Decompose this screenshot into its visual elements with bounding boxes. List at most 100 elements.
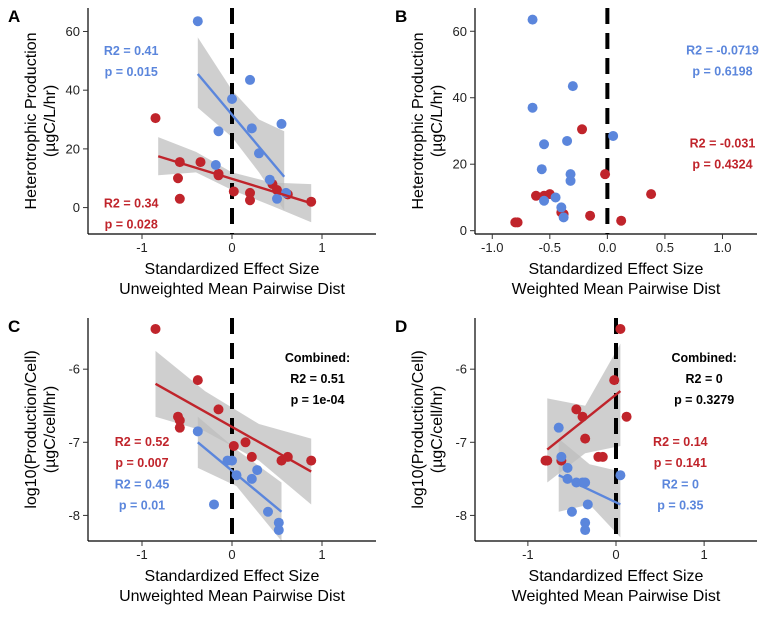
data-point [195, 157, 206, 168]
x-tick-label: 0 [228, 547, 235, 562]
data-point [174, 415, 185, 426]
x-axis-title: Standardized Effect Size [529, 261, 704, 278]
y-tick-label: 60 [66, 24, 80, 39]
data-point [227, 93, 237, 104]
stat-annotation: R2 = 0 [686, 372, 723, 386]
x-tick-label: 1 [701, 547, 708, 562]
x-tick-label: 1 [318, 240, 325, 255]
data-point [567, 81, 578, 92]
x-tick-label: 1.0 [713, 240, 731, 255]
data-point [213, 126, 224, 137]
x-tick-label: -1 [522, 547, 534, 562]
data-point [173, 173, 183, 184]
stat-annotation: p = 0.141 [654, 456, 707, 470]
data-point [580, 433, 591, 444]
stat-annotation: Combined: [285, 351, 350, 365]
regression-line [558, 474, 621, 506]
data-point [646, 189, 657, 200]
stat-annotation: R2 = -0.0719 [686, 44, 759, 58]
data-point [213, 404, 224, 415]
data-point [562, 462, 573, 473]
stat-annotation: p = 0.6198 [692, 65, 752, 79]
y-tick-label: 0 [460, 223, 467, 238]
data-point [616, 215, 627, 226]
data-point [210, 160, 221, 171]
data-point [571, 404, 582, 415]
data-point [585, 210, 596, 221]
x-tick-label: 0.0 [598, 240, 616, 255]
data-point [565, 169, 576, 180]
data-point [512, 217, 523, 228]
stat-annotation: p = 0.3279 [674, 393, 734, 407]
y-tick-label: -6 [68, 362, 80, 377]
stat-annotation: p = 0.007 [115, 456, 168, 470]
data-point [273, 517, 284, 528]
data-point [539, 139, 550, 150]
data-point [580, 525, 591, 536]
panel-d: D -1 0 1 -8 -7 -6 Standardized Effect Size Weigh… [395, 317, 757, 605]
data-point [174, 422, 185, 433]
data-point [550, 192, 561, 203]
data-point [192, 16, 203, 27]
data-point [252, 465, 263, 476]
data-point [192, 426, 203, 437]
data-point [276, 118, 287, 129]
data-point [562, 135, 573, 146]
y-tick-label: -6 [455, 362, 467, 377]
panel-b: B -1.0 -0.5 0.0 0.5 1.0 0 20 40 60 Standardized Ef… [395, 7, 759, 298]
x-tick-label: 0 [228, 240, 235, 255]
data-point [228, 440, 239, 451]
data-point [615, 323, 626, 334]
y-tick-label: 40 [66, 83, 80, 98]
stat-annotation: p = 0.028 [105, 218, 158, 232]
data-point [245, 187, 255, 198]
y-tick-label: 0 [73, 200, 80, 215]
y-axis-title: (µgC/L/hr) [429, 85, 446, 157]
data-point [597, 451, 608, 462]
y-axis-title: (µgC/cell/hr) [42, 386, 59, 473]
panel-letter: B [395, 7, 407, 26]
regression-line [154, 382, 312, 473]
panel-letter: D [395, 317, 407, 336]
x-tick-label: 0 [612, 547, 619, 562]
data-point [556, 202, 567, 213]
stat-annotation: R2 = 0.45 [115, 477, 170, 491]
x-tick-label: -1.0 [481, 240, 503, 255]
data-point [245, 195, 255, 206]
data-point [608, 130, 619, 141]
x-axis-title: Weighted Mean Pairwise Dist [512, 281, 721, 298]
data-point [306, 455, 317, 466]
data-point [542, 455, 553, 466]
data-point [539, 195, 550, 206]
data-point [246, 451, 257, 462]
data-point [580, 477, 591, 488]
data-point [306, 196, 317, 207]
data-point [553, 422, 564, 433]
data-point [566, 506, 577, 517]
data-point [621, 411, 632, 422]
y-tick-label: 40 [453, 90, 467, 105]
data-point [577, 124, 588, 135]
x-axis-title: Unweighted Mean Pairwise Dist [119, 281, 345, 298]
data-point [273, 525, 284, 536]
panel-letter: A [8, 7, 20, 26]
stat-annotation: p = 0.015 [105, 65, 158, 79]
regression-line [197, 441, 283, 513]
data-point [150, 113, 161, 124]
data-point [527, 14, 538, 25]
data-point [558, 212, 569, 223]
data-point [240, 437, 251, 448]
data-point [582, 499, 593, 510]
data-point [531, 190, 542, 201]
x-axis-title: Unweighted Mean Pairwise Dist [119, 588, 345, 605]
x-tick-label: 1 [318, 547, 325, 562]
data-point [246, 473, 257, 484]
y-tick-label: -8 [455, 508, 467, 523]
y-axis-title: log10(Production/Cell) [410, 350, 427, 508]
stat-annotation: Combined: [671, 351, 736, 365]
stat-annotation: p = 0.01 [119, 498, 165, 512]
regression-line [196, 73, 286, 178]
y-axis-title: Heterotrophic Production [410, 33, 427, 210]
panel-letter: C [8, 317, 20, 336]
data-point [556, 451, 567, 462]
